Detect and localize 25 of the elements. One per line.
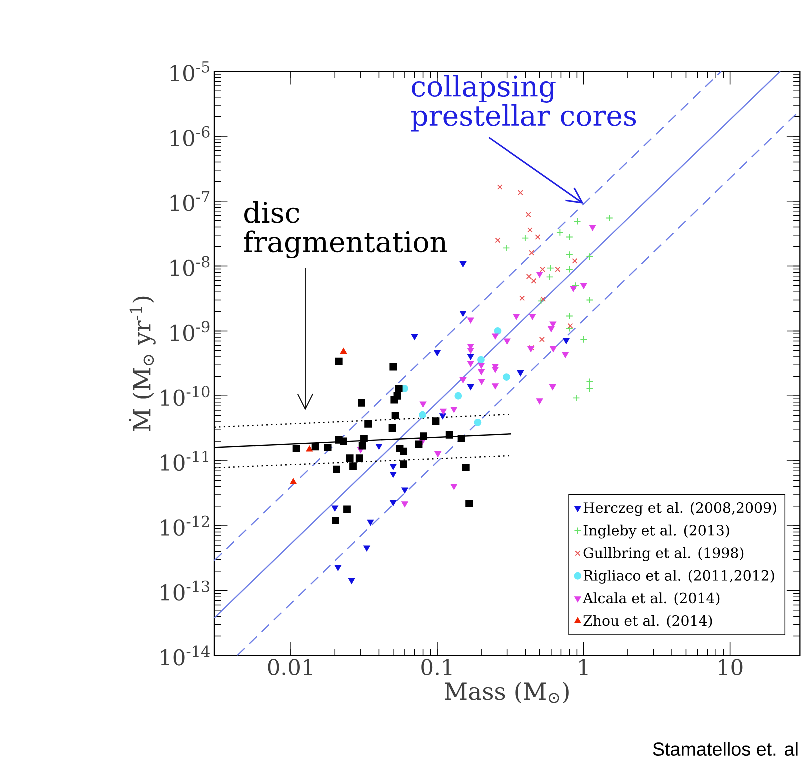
x-axis-title: Mass (M$_{⊙}$) xyxy=(445,682,569,704)
y-tick-label: 10$^{-8}$ xyxy=(170,256,210,276)
y-axis-title: Ṁ (M$_{⊙}$ yr$^{-1}$) xyxy=(128,296,156,432)
legend-label: Gullbring et al. (1998) xyxy=(584,547,744,562)
legend-label: Zhou et al. (2014) xyxy=(584,615,712,628)
legend-label: Herczeg et al. (2008,2009) xyxy=(584,502,776,516)
legend-label: Ingleby et al. (2013) xyxy=(584,524,730,539)
y-tick-label: 10$^{-5}$ xyxy=(170,62,210,82)
y-tick-label: 10$^{-10}$ xyxy=(161,386,210,406)
y-tick-label: 10$^{-12}$ xyxy=(161,516,210,536)
y-tick-label: 10$^{-7}$ xyxy=(170,191,210,212)
x-tick-label: 0.1 xyxy=(422,659,452,676)
legend-label: Rigliaco et al. (2011,2012) xyxy=(584,570,774,584)
x-tick-label: 10 xyxy=(719,659,743,676)
y-tick-label: 10$^{-9}$ xyxy=(170,321,210,342)
annotation: disc fragmentation xyxy=(244,201,448,259)
legend-label: Alcala et al. (2014) xyxy=(582,592,720,606)
x-tick-label: 1 xyxy=(580,659,588,676)
y-tick-label: 10$^{-13}$ xyxy=(161,580,210,601)
annotation: collapsing prestellar cores xyxy=(411,75,636,132)
y-tick-label: 10$^{-14}$ xyxy=(161,646,210,666)
x-tick-label: 0.01 xyxy=(268,659,312,676)
y-tick-label: 10$^{-11}$ xyxy=(161,451,209,472)
text: Stamatellos et. al xyxy=(653,742,798,756)
y-tick-label: 10$^{-6}$ xyxy=(170,126,210,147)
